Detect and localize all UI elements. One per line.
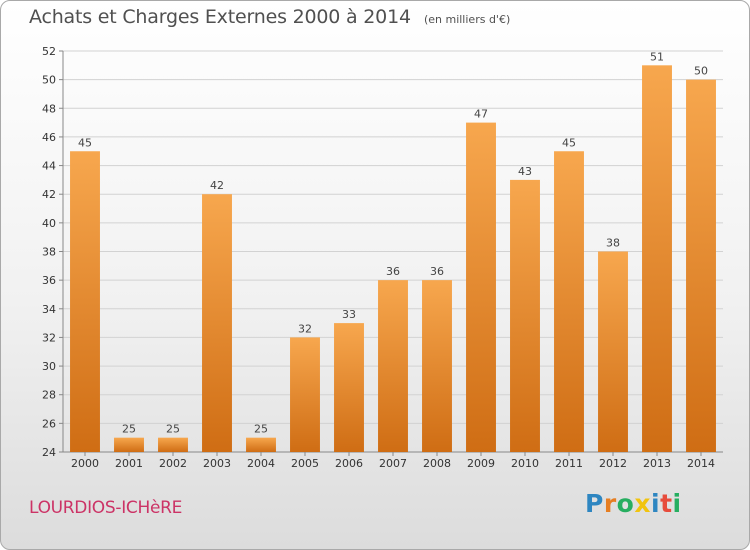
chart-title: Achats et Charges Externes 2000 à 2014 [29, 6, 411, 28]
data-label: 45 [562, 136, 576, 149]
bar [554, 151, 584, 452]
chart-header: Achats et Charges Externes 2000 à 2014 (… [29, 6, 510, 28]
y-tick-label: 40 [42, 217, 56, 230]
data-label: 38 [606, 237, 620, 250]
logo-letter: x [634, 489, 651, 518]
data-label: 51 [650, 50, 664, 63]
bar [290, 337, 320, 452]
x-tick-label: 2001 [115, 457, 143, 470]
y-tick-label: 38 [42, 246, 56, 259]
data-label: 43 [518, 165, 532, 178]
x-tick-label: 2005 [291, 457, 319, 470]
x-tick-label: 2000 [71, 457, 99, 470]
data-labels: 45 25 25 42 25 32 33 36 36 47 43 45 38 51 50 [78, 50, 708, 435]
data-label: 36 [430, 265, 444, 278]
x-tick-labels: 2000 2001 2002 2003 2004 2005 2006 2007 2008 2009… [71, 457, 715, 470]
x-tick-label: 2006 [335, 457, 363, 470]
y-tick-label: 28 [42, 389, 56, 402]
y-tick-label: 44 [42, 160, 56, 173]
x-tick-label: 2004 [247, 457, 275, 470]
data-label: 45 [78, 136, 92, 149]
bar [70, 151, 100, 452]
logo-letter: t [660, 489, 673, 518]
x-tick-label: 2014 [687, 457, 715, 470]
bar [202, 194, 232, 452]
bar [246, 437, 276, 452]
commune-name: LOURDIOS-ICHèRE [29, 498, 183, 518]
data-label: 42 [210, 179, 224, 192]
data-label: 36 [386, 265, 400, 278]
proxiti-logo: Proxiti [585, 489, 682, 518]
bar [598, 251, 628, 452]
data-label: 25 [122, 423, 136, 436]
data-label: 25 [166, 423, 180, 436]
bar [686, 79, 716, 453]
y-tick-label: 50 [42, 74, 56, 87]
x-tick-label: 2010 [511, 457, 539, 470]
chart-subtitle: (en milliers d'€) [423, 13, 511, 26]
bar [158, 437, 188, 452]
bars [70, 65, 716, 453]
y-tick-label: 30 [42, 360, 56, 373]
x-tick-label: 2007 [379, 457, 407, 470]
logo-letter: P [585, 489, 604, 518]
bar [466, 122, 496, 452]
y-tick-label: 32 [42, 331, 56, 344]
x-tick-label: 2008 [423, 457, 451, 470]
x-tick-label: 2009 [467, 457, 495, 470]
x-tick-label: 2013 [643, 457, 671, 470]
x-tick-label: 2012 [599, 457, 627, 470]
y-tick-label: 34 [42, 303, 56, 316]
logo-letter: i [672, 489, 682, 518]
data-label: 25 [254, 423, 268, 436]
logo-letter: r [603, 489, 617, 518]
bar [378, 280, 408, 452]
bar [642, 65, 672, 453]
x-tick-label: 2003 [203, 457, 231, 470]
y-tick-label: 36 [42, 274, 56, 287]
y-tick-label: 42 [42, 188, 56, 201]
logo-letter: i [651, 489, 661, 518]
data-label: 47 [474, 108, 488, 121]
data-label: 32 [298, 322, 312, 335]
bar [422, 280, 452, 452]
y-tick-label: 26 [42, 417, 56, 430]
x-tick-label: 2002 [159, 457, 187, 470]
logo-letter: o [616, 489, 635, 518]
y-tick-label: 48 [42, 102, 56, 115]
y-tick-label: 46 [42, 131, 56, 144]
bar [334, 323, 364, 452]
data-label: 33 [342, 308, 356, 321]
data-label: 50 [694, 65, 708, 78]
y-tick-labels: 24 26 28 30 32 34 36 38 40 42 44 46 48 50 52 [42, 45, 56, 459]
bar [114, 437, 144, 452]
y-tick-label: 52 [42, 45, 56, 58]
bar [510, 179, 540, 452]
x-tick-label: 2011 [555, 457, 583, 470]
y-tick-label: 24 [42, 446, 56, 459]
